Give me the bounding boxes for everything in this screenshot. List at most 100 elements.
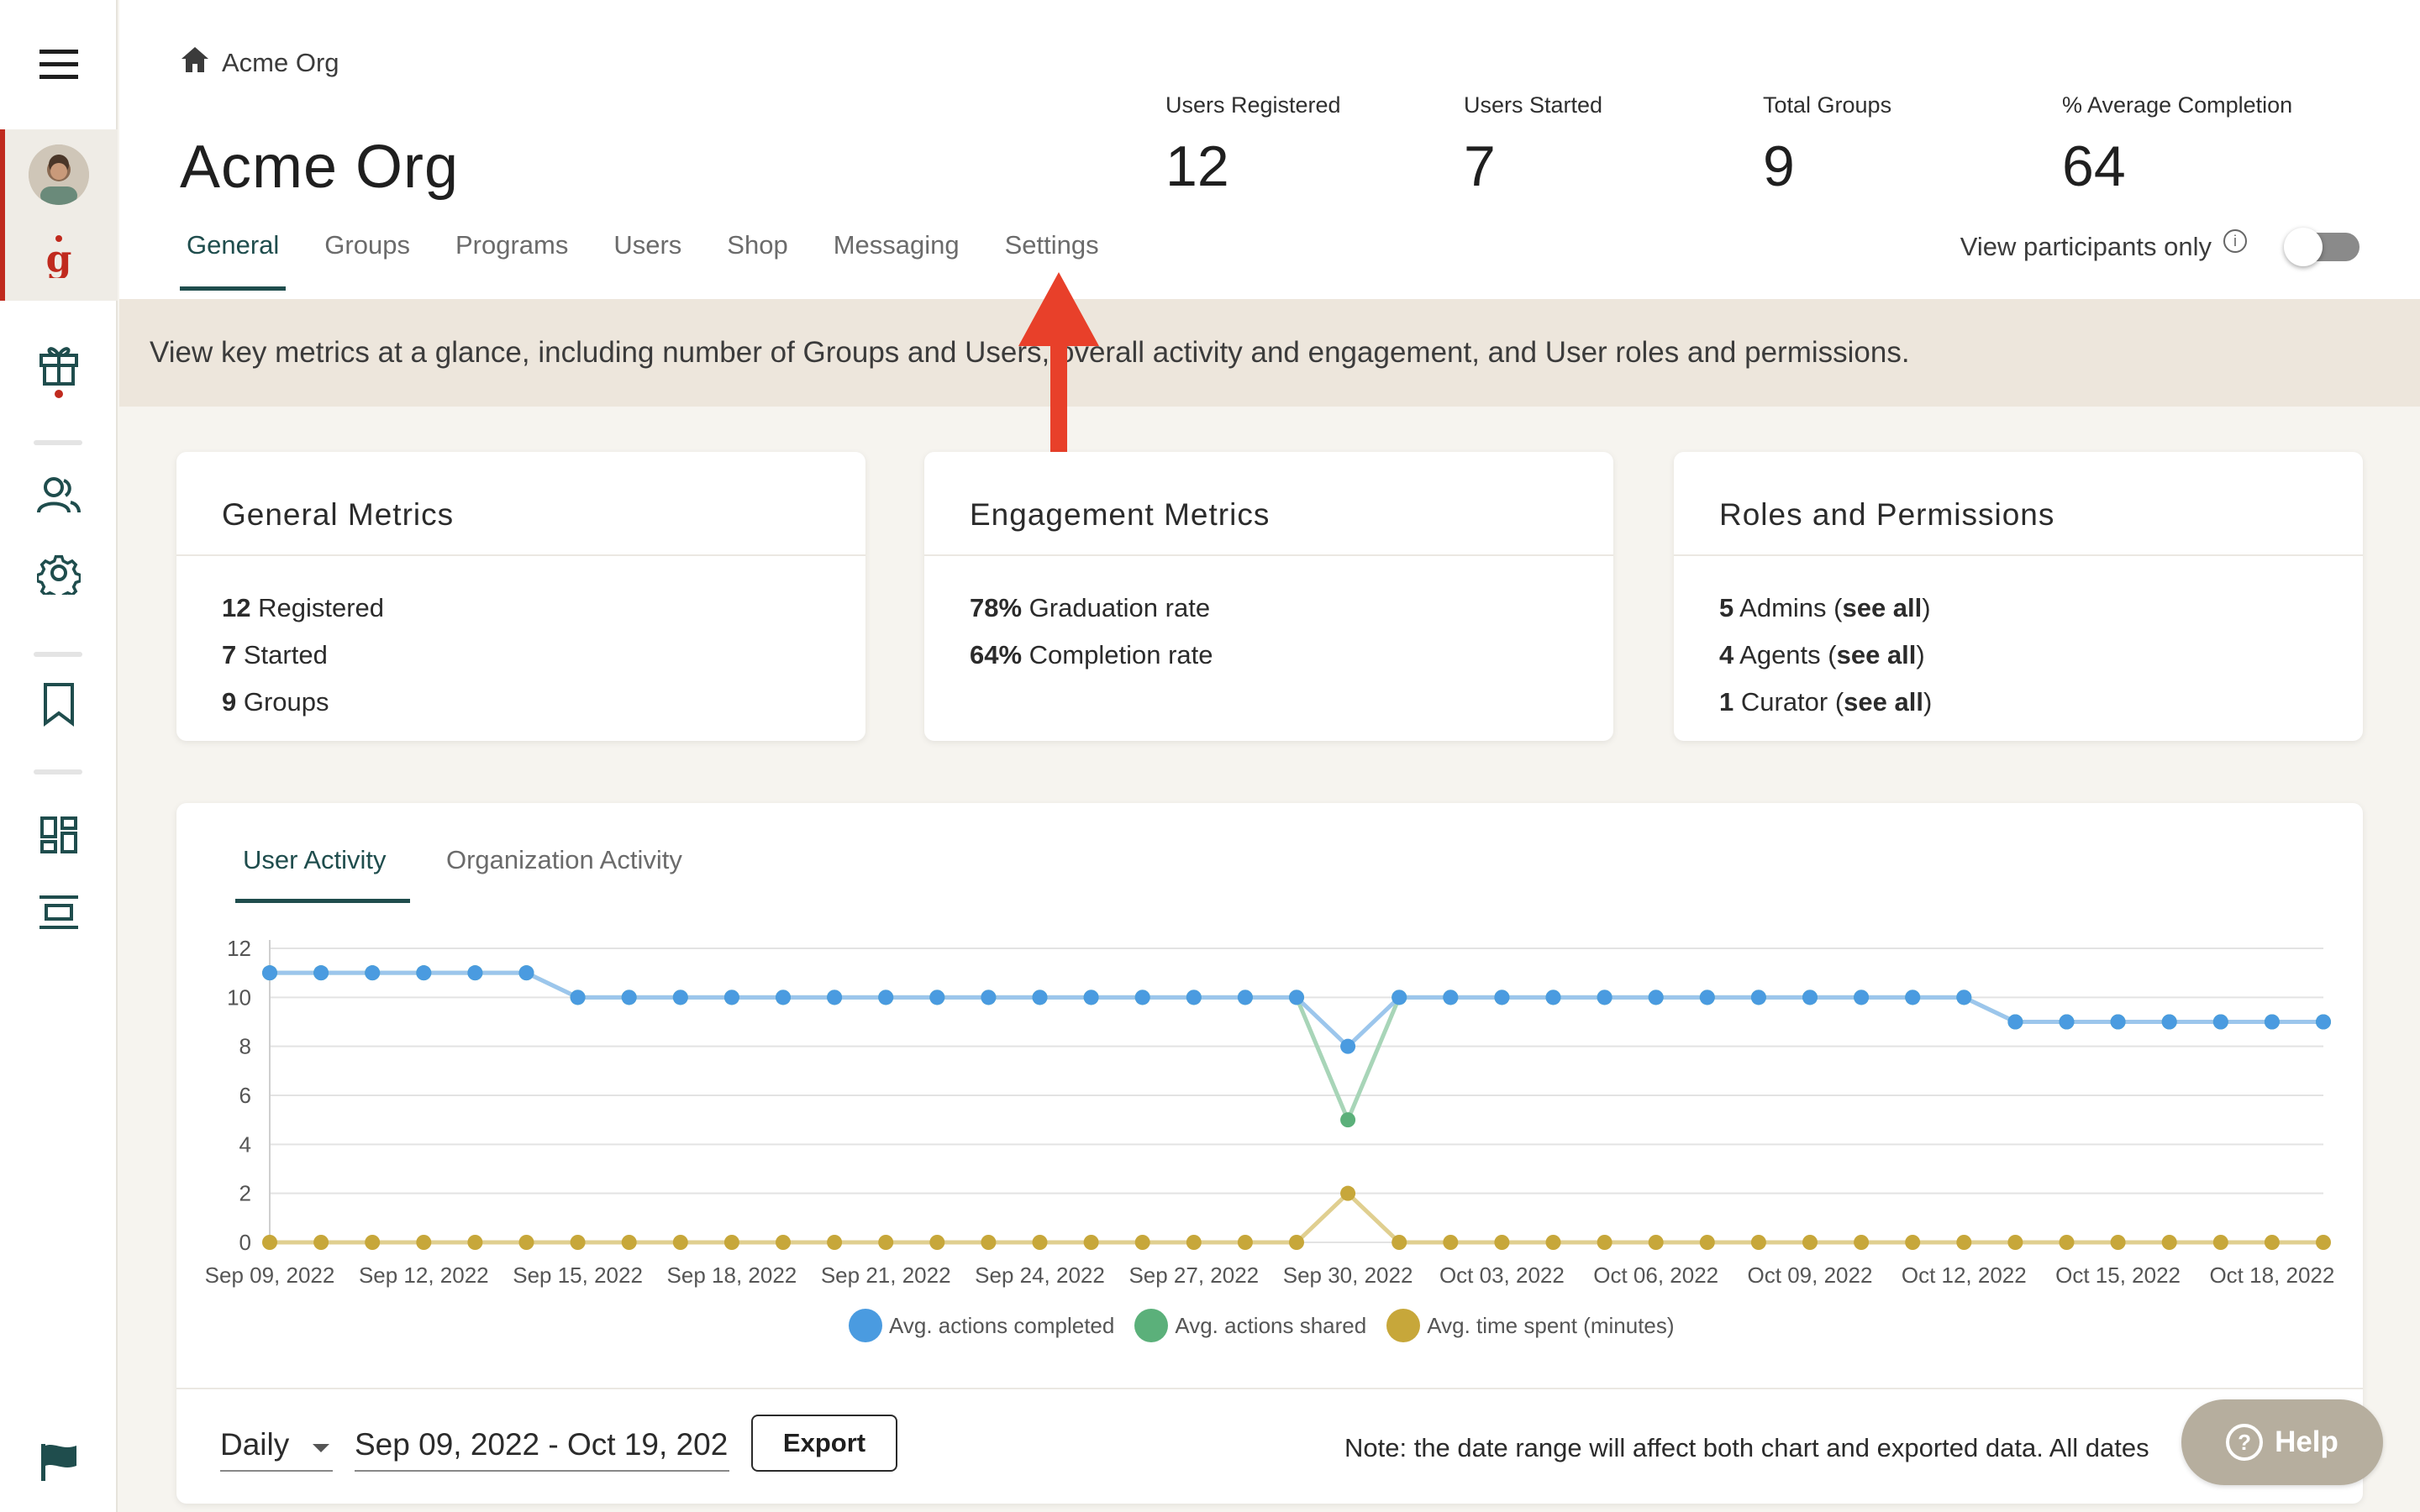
- data-point: [1392, 990, 1407, 1005]
- data-point: [1750, 990, 1766, 1005]
- data-point: [313, 965, 329, 981]
- tab-settings[interactable]: Settings: [1004, 230, 1099, 260]
- data-point: [878, 990, 894, 1005]
- data-point: [570, 1235, 586, 1250]
- data-point: [2059, 1014, 2075, 1030]
- tab-general[interactable]: General: [179, 230, 287, 291]
- data-point: [1134, 1235, 1150, 1250]
- interval-value: Daily: [220, 1427, 290, 1462]
- user-activity-chart: 0 2 4 6 8 10 12 Sep 09, 2022 Sep 12, 2022 Sep 15,…: [205, 936, 2335, 1288]
- data-point: [672, 1235, 688, 1250]
- toggle-label: View participants only: [1960, 232, 2212, 261]
- participants-toggle-group: View participants only i: [1960, 228, 2360, 266]
- y-tick-label: 12: [227, 936, 251, 961]
- data-point: [1905, 990, 1921, 1005]
- roles-permissions-card: Roles and Permissions 5 Admins (see all)…: [1674, 452, 2363, 741]
- interval-select[interactable]: Daily: [220, 1420, 333, 1472]
- tab-organization-activity[interactable]: Organization Activity: [446, 845, 682, 874]
- breadcrumb-org-link[interactable]: Acme Org: [222, 48, 339, 77]
- users-icon[interactable]: [0, 470, 118, 521]
- x-tick-label: Oct 06, 2022: [1593, 1263, 1718, 1288]
- legend-item[interactable]: Avg. time spent (minutes): [1386, 1309, 1675, 1342]
- see-all-link[interactable]: see all: [1842, 593, 1923, 622]
- stat-value: 64: [2062, 134, 2126, 198]
- tab-users[interactable]: Users: [613, 230, 682, 260]
- avatar[interactable]: [0, 143, 118, 207]
- legend-item[interactable]: Avg. actions completed: [849, 1309, 1114, 1342]
- y-tick-label: 2: [239, 1181, 251, 1206]
- stat-value: 9: [1763, 134, 1795, 198]
- data-point: [1340, 1038, 1356, 1054]
- data-point: [262, 965, 277, 981]
- svg-text:g: g: [46, 238, 72, 278]
- date-range-input[interactable]: Sep 09, 2022 - Oct 19, 2022: [355, 1420, 729, 1472]
- tab-shop[interactable]: Shop: [727, 230, 788, 260]
- main-tabs: General Groups Programs Users Shop Messa…: [179, 230, 1144, 291]
- data-point: [416, 1235, 432, 1250]
- tab-programs[interactable]: Programs: [455, 230, 569, 260]
- data-point: [2264, 1014, 2280, 1030]
- chart-legend: Avg. actions completed Avg. actions shar…: [849, 1309, 1680, 1342]
- x-tick-label: Oct 09, 2022: [1748, 1263, 1873, 1288]
- data-point: [1186, 1235, 1202, 1250]
- participants-only-toggle[interactable]: [2284, 228, 2360, 266]
- tab-user-activity[interactable]: User Activity: [243, 845, 387, 874]
- see-all-link[interactable]: see all: [1836, 640, 1917, 669]
- home-icon[interactable]: [180, 45, 210, 81]
- data-point: [1443, 1235, 1459, 1250]
- stat-users-started: Users Started 7: [1464, 92, 1602, 199]
- x-tick-label: Oct 03, 2022: [1439, 1263, 1565, 1288]
- gear-icon[interactable]: [0, 548, 118, 598]
- data-point: [2316, 1014, 2331, 1030]
- data-point: [981, 1235, 997, 1250]
- flag-icon[interactable]: [0, 1436, 118, 1487]
- legend-label: Avg. time spent (minutes): [1427, 1312, 1675, 1338]
- info-icon[interactable]: i: [2223, 229, 2247, 253]
- legend-label: Avg. actions shared: [1175, 1312, 1367, 1338]
- metric-row: 12 Registered: [222, 593, 385, 622]
- data-point: [1494, 1235, 1510, 1250]
- role-row: 1 Curator (see all): [1719, 687, 1933, 717]
- data-point: [365, 1235, 381, 1250]
- data-point: [1134, 990, 1150, 1005]
- see-all-link[interactable]: see all: [1844, 687, 1923, 717]
- stat-label: Users Registered: [1165, 92, 1341, 118]
- data-point: [723, 1235, 739, 1250]
- data-point: [776, 990, 791, 1005]
- menu-icon[interactable]: [0, 39, 118, 91]
- metric-row: 9 Groups: [222, 687, 329, 717]
- card-body: 78% Graduation rate 64% Completion rate: [924, 556, 1613, 679]
- x-tick-label: Sep 12, 2022: [359, 1263, 489, 1288]
- data-point: [1340, 1185, 1356, 1201]
- general-metrics-card: General Metrics 12 Registered 7 Started …: [176, 452, 865, 741]
- help-button[interactable]: ? Help: [2181, 1399, 2383, 1485]
- card-body: 5 Admins (see all) 4 Agents (see all) 1 …: [1674, 556, 2363, 726]
- tab-groups[interactable]: Groups: [324, 230, 410, 260]
- data-point: [929, 990, 945, 1005]
- data-point: [2161, 1014, 2177, 1030]
- data-point: [1237, 990, 1253, 1005]
- card-body: 12 Registered 7 Started 9 Groups: [176, 556, 865, 726]
- y-tick-label: 8: [239, 1034, 251, 1059]
- data-point: [2059, 1235, 2075, 1250]
- layout-icon[interactable]: [0, 887, 118, 937]
- data-point: [2212, 1235, 2228, 1250]
- metric-row: 64% Completion rate: [970, 640, 1213, 669]
- data-point: [621, 990, 637, 1005]
- data-point: [2316, 1235, 2331, 1250]
- x-tick-label: Oct 18, 2022: [2209, 1263, 2334, 1288]
- gift-icon[interactable]: [0, 339, 118, 402]
- tab-messaging[interactable]: Messaging: [833, 230, 960, 260]
- date-range-note: Note: the date range will affect both ch…: [1344, 1433, 2149, 1462]
- export-button[interactable]: Export: [751, 1415, 897, 1472]
- data-point: [723, 990, 739, 1005]
- data-point: [1083, 990, 1099, 1005]
- dashboard-icon[interactable]: [0, 810, 118, 860]
- brand-logo-icon[interactable]: g: [0, 227, 118, 286]
- role-row: 4 Agents (see all): [1719, 640, 1925, 669]
- legend-item[interactable]: Avg. actions shared: [1134, 1309, 1366, 1342]
- bookmark-icon[interactable]: [0, 677, 118, 731]
- x-tick-label: Sep 30, 2022: [1283, 1263, 1413, 1288]
- data-point: [776, 1235, 791, 1250]
- data-point: [1854, 990, 1870, 1005]
